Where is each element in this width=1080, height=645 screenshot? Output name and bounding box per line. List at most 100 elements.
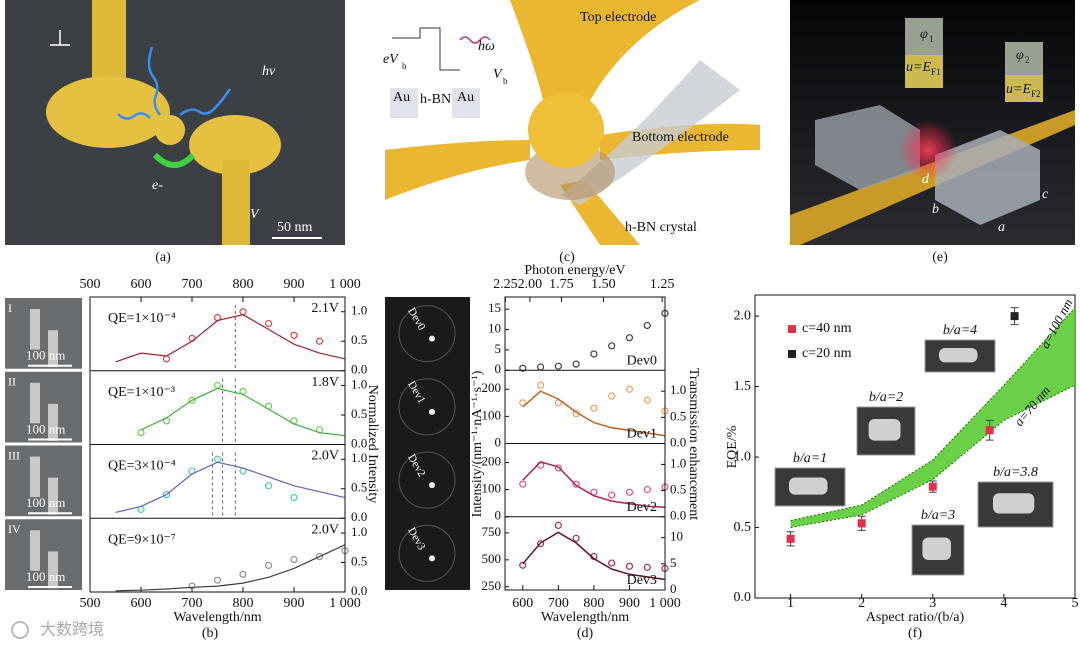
watermark: 大数跨境 bbox=[40, 620, 104, 639]
panel-label: (f) bbox=[908, 626, 922, 641]
intensity-point bbox=[519, 561, 527, 569]
qe-label: QE=9×10⁻⁷ bbox=[108, 532, 176, 547]
y-axis-label: EQE/% bbox=[725, 425, 740, 468]
panel-label: (b) bbox=[202, 626, 219, 641]
label: b bbox=[402, 61, 407, 71]
intensity-point bbox=[536, 363, 545, 371]
nanobox bbox=[939, 348, 978, 363]
voltage-label: 1.8V bbox=[311, 375, 339, 390]
sem-label: I bbox=[8, 301, 12, 315]
x-tick-label: 5 bbox=[1072, 596, 1079, 611]
label: b bbox=[932, 202, 939, 217]
panel-label: (a) bbox=[155, 250, 171, 265]
emission bbox=[898, 120, 958, 180]
top-pad bbox=[528, 92, 604, 168]
label: e- bbox=[152, 178, 163, 193]
fit-line bbox=[115, 461, 346, 513]
panel-label: (c) bbox=[559, 250, 575, 265]
intensity-point bbox=[625, 488, 634, 496]
intensity-point bbox=[536, 381, 545, 389]
panel-e: φ 1 φ 2 u=E F1 u=E F2 d b a c (e) bbox=[790, 0, 1075, 265]
y-tick-label: 0 bbox=[495, 361, 502, 376]
plot-frame bbox=[504, 296, 666, 591]
band-block bbox=[452, 88, 480, 118]
scale-label: 50 nm bbox=[277, 220, 313, 235]
intensity-point bbox=[643, 486, 651, 494]
inset bbox=[1005, 75, 1043, 102]
y-tick-label: 0.0 bbox=[351, 583, 367, 598]
x-tick-label: 1 000 bbox=[329, 596, 361, 611]
sem-label: III bbox=[8, 448, 20, 462]
transmission-line bbox=[522, 531, 666, 581]
top-tick-label: 500 bbox=[80, 277, 101, 292]
emission-spot bbox=[429, 555, 435, 562]
y-tick-label: 0 bbox=[495, 508, 502, 523]
band-block bbox=[390, 88, 418, 118]
data-point bbox=[290, 331, 298, 339]
sem-scale: 100 nm bbox=[26, 421, 65, 436]
sem-label: IV bbox=[8, 522, 21, 536]
y-tick-label: 1.0 bbox=[734, 449, 752, 464]
y-tick-label: 100 bbox=[482, 481, 502, 496]
gap-particle bbox=[155, 115, 185, 145]
sem-thumbnail bbox=[5, 445, 82, 517]
data-point bbox=[213, 576, 222, 584]
sem-scale: 100 nm bbox=[26, 495, 65, 510]
x-tick-label: 700 bbox=[182, 596, 203, 611]
x-tick-label: 600 bbox=[512, 596, 533, 611]
intensity-point bbox=[554, 464, 562, 472]
inset-label: b/a=3 bbox=[921, 508, 955, 523]
label: h-BN crystal bbox=[625, 220, 697, 235]
label: φ bbox=[1016, 48, 1024, 63]
intensity-point bbox=[572, 534, 580, 542]
intensity-point bbox=[608, 491, 616, 499]
intensity-point bbox=[590, 404, 598, 412]
photon-arrow bbox=[117, 112, 151, 120]
transmission-line bbox=[522, 390, 666, 437]
intensity-point bbox=[572, 480, 580, 488]
y-tick-label: 5 bbox=[495, 341, 502, 356]
y-tick-label: 250 bbox=[482, 578, 502, 593]
intensity-point bbox=[519, 399, 527, 407]
inset-label: b/a=4 bbox=[943, 323, 977, 338]
intensity-point bbox=[625, 334, 634, 342]
y-tick-label: 200 bbox=[482, 453, 502, 468]
plot-frame bbox=[754, 294, 1076, 599]
legend-swatch bbox=[788, 350, 796, 358]
data-point bbox=[188, 396, 196, 404]
fit-line bbox=[115, 544, 346, 592]
intensity-point bbox=[608, 392, 616, 400]
photon-arrow bbox=[179, 88, 232, 116]
y-tick-label: 0.5 bbox=[351, 406, 367, 421]
label: Au bbox=[393, 90, 410, 105]
data-point bbox=[985, 426, 994, 435]
y2-tick-label: 5 bbox=[670, 555, 677, 570]
label: φ bbox=[920, 27, 928, 42]
device-images bbox=[385, 297, 470, 590]
sem-scale: 100 nm bbox=[26, 569, 65, 584]
x-axis-label: Wavelength/nm bbox=[173, 610, 261, 625]
fit-line bbox=[140, 387, 346, 437]
label: b bbox=[503, 76, 508, 86]
y-tick-label: 0.0 bbox=[734, 590, 752, 605]
sem-scale: 100 nm bbox=[26, 348, 65, 363]
inset-label: b/a=2 bbox=[869, 390, 903, 405]
x-tick-label: 1 bbox=[787, 596, 794, 611]
x-tick-label: 500 bbox=[80, 596, 101, 611]
nanostructure bbox=[48, 403, 58, 441]
data-point bbox=[162, 355, 171, 363]
intensity-point bbox=[643, 321, 651, 330]
x-tick-label: 800 bbox=[233, 596, 254, 611]
y-tick-label: 15 bbox=[488, 300, 501, 315]
plot-frame bbox=[89, 296, 346, 593]
data-point bbox=[239, 308, 247, 316]
y2-tick-label: 1.0 bbox=[670, 382, 686, 397]
top-tick-label: 1.75 bbox=[549, 277, 574, 292]
electrode bbox=[385, 140, 530, 200]
data-point bbox=[264, 561, 273, 570]
label: c bbox=[1042, 187, 1049, 202]
qe-label: QE=3×10⁻⁴ bbox=[108, 459, 176, 474]
label: hω bbox=[478, 39, 495, 54]
y2-tick-label: 0.0 bbox=[670, 508, 686, 523]
device-image bbox=[398, 524, 456, 582]
